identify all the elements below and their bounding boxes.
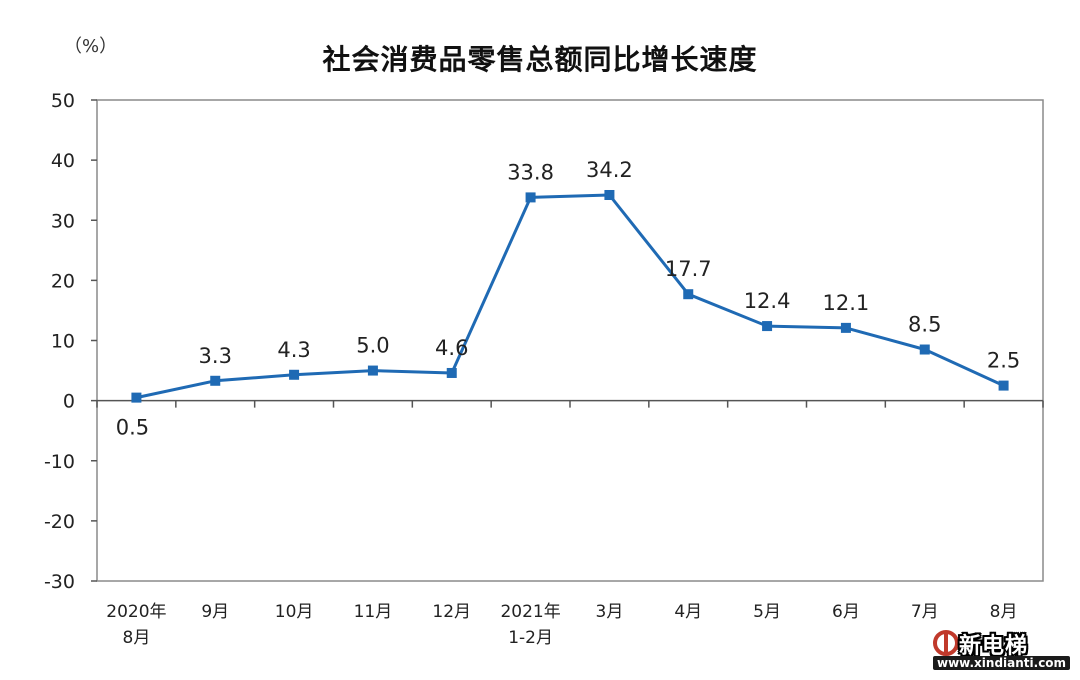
watermark-url: www.xindianti.com bbox=[933, 656, 1071, 670]
x-tick-label: 2020年 8月 bbox=[106, 602, 166, 648]
x-tick-label: 6月 bbox=[832, 602, 860, 622]
data-label: 3.3 bbox=[199, 344, 232, 368]
x-tick-label: 10月 bbox=[275, 602, 314, 622]
x-tick-label: 5月 bbox=[753, 602, 781, 622]
x-tick-label: 9月 bbox=[201, 602, 229, 622]
y-tick-label: -30 bbox=[44, 571, 75, 593]
data-point-marker bbox=[998, 380, 1009, 391]
data-label: 33.8 bbox=[507, 160, 554, 184]
y-tick-label: -20 bbox=[44, 511, 75, 533]
x-tick-label: 8月 bbox=[990, 602, 1018, 622]
y-tick-label: 40 bbox=[51, 150, 75, 172]
x-tick-label: 4月 bbox=[674, 602, 702, 622]
data-point-marker bbox=[919, 344, 930, 355]
data-point-marker bbox=[446, 367, 457, 378]
data-label: 5.0 bbox=[356, 334, 389, 358]
y-tick-label: -10 bbox=[44, 451, 75, 473]
data-label: 8.5 bbox=[908, 313, 941, 337]
data-point-marker bbox=[525, 192, 536, 203]
data-label: 2.5 bbox=[987, 349, 1020, 373]
data-label: 12.1 bbox=[823, 291, 870, 315]
data-label: 4.6 bbox=[435, 336, 468, 360]
watermark-brand: 新电梯 bbox=[959, 634, 1029, 659]
chart-title: 社会消费品零售总额同比增长速度 bbox=[322, 43, 758, 76]
data-label: 12.4 bbox=[744, 289, 791, 313]
y-tick-label: 10 bbox=[51, 331, 75, 353]
watermark-logo: 新电梯 www.xindianti.com bbox=[933, 628, 1071, 672]
x-tick-label: 11月 bbox=[354, 602, 393, 622]
data-point-marker bbox=[210, 375, 221, 386]
y-unit-label: （%） bbox=[64, 36, 118, 57]
data-point-marker bbox=[762, 321, 773, 332]
y-tick-label: 50 bbox=[51, 90, 75, 112]
data-label: 0.5 bbox=[116, 416, 149, 440]
x-tick-label: 2021年 1-2月 bbox=[500, 602, 560, 648]
data-point-marker bbox=[367, 365, 378, 376]
data-point-marker bbox=[604, 189, 615, 200]
y-tick-label: 30 bbox=[51, 210, 75, 232]
data-label: 34.2 bbox=[586, 158, 633, 182]
x-tick-label: 3月 bbox=[596, 602, 624, 622]
y-tick-label: 20 bbox=[51, 270, 75, 292]
y-tick-label: 0 bbox=[63, 391, 75, 413]
data-point-marker bbox=[131, 392, 142, 403]
data-point-marker bbox=[683, 289, 694, 300]
data-label: 4.3 bbox=[277, 338, 310, 362]
plot-frame bbox=[96, 99, 1044, 582]
elevator-logo-icon bbox=[933, 630, 959, 656]
data-point-marker bbox=[289, 369, 300, 380]
data-point-marker bbox=[840, 322, 851, 333]
x-tick-label: 7月 bbox=[911, 602, 939, 622]
series-line bbox=[136, 193, 1005, 400]
x-tick-label: 12月 bbox=[432, 602, 471, 622]
data-label: 17.7 bbox=[665, 257, 712, 281]
